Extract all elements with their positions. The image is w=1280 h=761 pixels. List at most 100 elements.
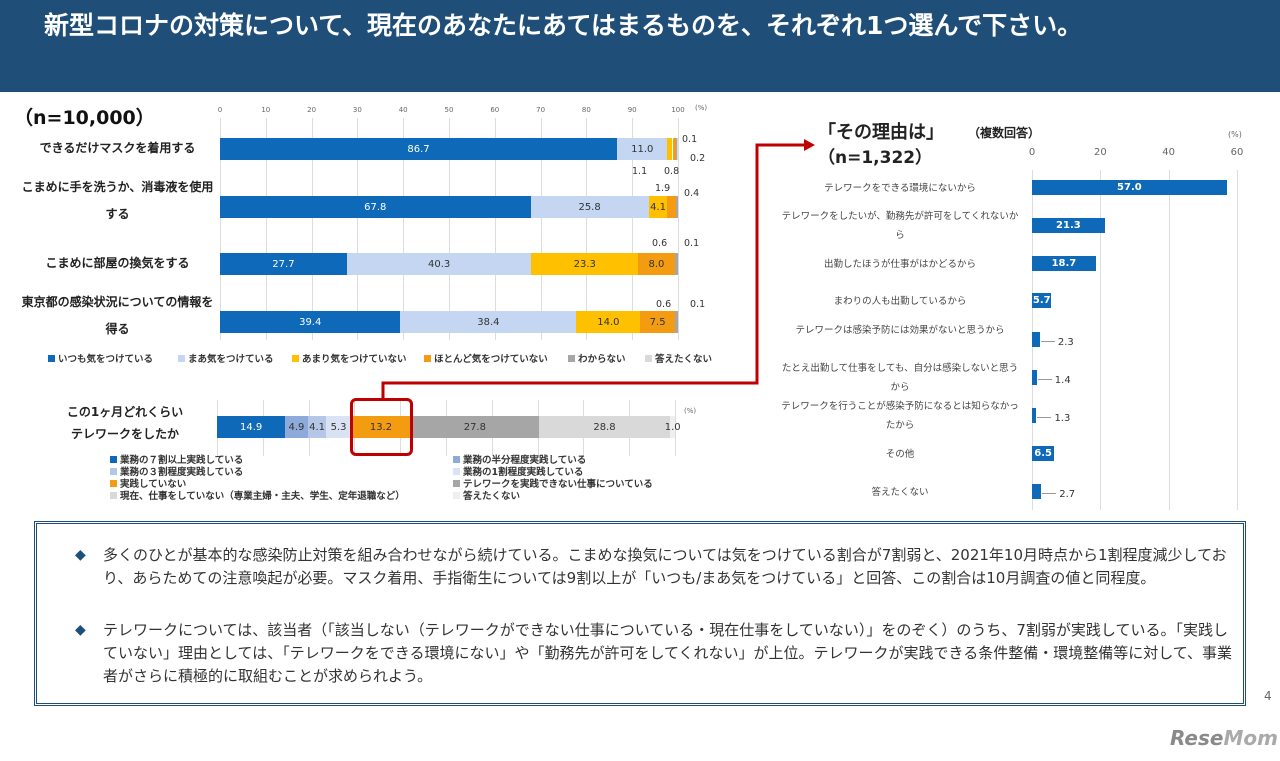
legend-item: いつも気をつけている xyxy=(48,351,153,365)
legend-item: 答えたくない xyxy=(453,488,520,502)
bar-segment xyxy=(667,196,677,218)
slide-header: 新型コロナの対策について、現在のあなたにあてはまるものを、それぞれ1つ選んで下さ… xyxy=(0,0,1280,92)
bar-segment: 8.0 xyxy=(638,253,675,275)
bar xyxy=(1032,332,1040,347)
bar-segment: 7.5 xyxy=(640,311,675,333)
bar-segment xyxy=(674,253,678,275)
gridline xyxy=(675,400,676,456)
legend-label: 業務の３割程度実践している xyxy=(120,467,244,478)
gridline xyxy=(1168,170,1170,510)
data-label: 0.6 xyxy=(652,238,668,249)
legend-swatch xyxy=(453,479,460,487)
data-label: 1.1 xyxy=(632,166,648,177)
leader-line xyxy=(1037,379,1052,380)
axis-tick: 100 xyxy=(671,106,685,114)
bar-segment: 27.8 xyxy=(411,416,539,438)
telework-unit: (%) xyxy=(684,407,697,415)
page-number: 4 xyxy=(1264,689,1272,703)
summary-box: ◆ 多くのひとが基本的な感染防止対策を組み合わせながら続けている。こまめな換気につ… xyxy=(34,521,1246,706)
legend-label: 業務の７割以上実践している xyxy=(120,455,244,466)
axis-tick: 20 xyxy=(1093,147,1107,158)
legend-item: あまり気をつけていない xyxy=(292,351,407,365)
data-label: 0.1 xyxy=(684,238,700,249)
data-label: 1.3 xyxy=(1054,413,1071,424)
bar-segment: 4.1 xyxy=(307,416,327,438)
bar-segment: 1.0 xyxy=(665,416,681,438)
legend-item: 業務の半分程度実践している xyxy=(453,452,586,466)
right-subtitle: （複数回答） xyxy=(968,126,1041,140)
axis-tick: 50 xyxy=(444,106,454,114)
data-label: 0.4 xyxy=(684,188,700,199)
category-label: テレワークを行うことが感染予防になるとは知らなかったから xyxy=(781,401,1019,431)
right-title: 「その理由は」 xyxy=(818,122,944,143)
category-label: テレワークをしたいが、勤務先が許可をしてくれないから xyxy=(781,211,1019,241)
legend-item: 業務の７割以上実践している xyxy=(110,452,243,466)
legend-swatch xyxy=(453,467,460,475)
data-label: 1.9 xyxy=(655,183,671,194)
bar: 21.3 xyxy=(1032,218,1105,233)
summary-text-1: 多くのひとが基本的な感染防止対策を組み合わせながら続けている。こまめな換気につい… xyxy=(103,546,1227,587)
axis-tick: 40 xyxy=(1162,147,1176,158)
gridline xyxy=(1237,170,1238,510)
legend-swatch xyxy=(568,354,575,362)
category-label: 出勤したほうが仕事がはかどるから xyxy=(823,259,976,270)
bar-segment xyxy=(674,311,678,333)
bar-segment xyxy=(676,196,678,218)
axis-tick: 0 xyxy=(217,106,223,114)
left-n-label: （n=10,000） xyxy=(14,107,155,129)
bar-segment: 4.1 xyxy=(648,196,668,218)
resemom-logo: ReseMom xyxy=(1170,726,1278,750)
legend-label: まあ気をつけている xyxy=(188,354,274,365)
category-label: テレワークは感染予防には効果がないと思うから xyxy=(795,325,1005,336)
gridline xyxy=(311,118,313,340)
gridline xyxy=(220,118,221,340)
bar-segment: 40.3 xyxy=(346,253,532,275)
axis-tick: 30 xyxy=(352,106,362,114)
bar-segment: 14.0 xyxy=(576,311,641,333)
category-label: テレワークをできる環境にないから xyxy=(824,183,976,194)
gridline xyxy=(494,118,496,340)
right-n-label: （n=1,322） xyxy=(818,148,933,168)
legend-label: 答えたくない xyxy=(463,491,521,502)
row-label: こまめに手を洗うか、消毒液を使用する xyxy=(21,180,214,221)
bar-segment: 67.8 xyxy=(220,196,531,218)
axis-tick: 0 xyxy=(1028,147,1036,158)
highlight-box xyxy=(350,398,413,456)
telework-label-2: テレワークをしたか xyxy=(70,427,179,441)
legend-swatch xyxy=(178,354,185,362)
legend-item: テレワークを実践できない仕事についている xyxy=(453,476,653,490)
legend-swatch xyxy=(110,455,117,463)
gridline xyxy=(357,118,359,340)
bar-segment: 5.3 xyxy=(326,416,351,438)
bar-segment: 14.9 xyxy=(217,416,286,438)
category-label: まわりの人も出勤しているから xyxy=(833,296,967,307)
legend-item: 答えたくない xyxy=(645,351,712,365)
bar-segment: 28.8 xyxy=(538,416,671,438)
axis-tick: 40 xyxy=(398,106,408,114)
legend-swatch xyxy=(453,455,460,463)
bar-segment: 39.4 xyxy=(220,311,401,333)
row-label: 東京都の感染状況についての情報を得る xyxy=(21,295,214,336)
telework-label-1: この1ヶ月どれくらい xyxy=(66,405,184,419)
legend-item: まあ気をつけている xyxy=(178,351,274,365)
category-label: たとえ出勤して仕事をしても、自分は感染しないと思うから xyxy=(781,363,1019,393)
axis-tick: 70 xyxy=(536,106,546,114)
legend-label: 業務の1割程度実践している xyxy=(463,467,584,478)
category-label: 答えたくない xyxy=(871,487,929,498)
bar-segment: 23.3 xyxy=(531,253,639,275)
legend-item: 実践していない xyxy=(110,476,186,490)
legend-swatch xyxy=(110,467,117,475)
bar-segment: 4.9 xyxy=(285,416,308,438)
category-label: その他 xyxy=(885,449,915,460)
bar-segment: 11.0 xyxy=(617,138,668,160)
axis-tick: 90 xyxy=(627,106,637,114)
data-label: 0.8 xyxy=(664,166,680,177)
bar-segment xyxy=(672,138,677,160)
legend-label: わからない xyxy=(578,354,626,365)
axis-tick: 60 xyxy=(490,106,500,114)
left-unit: (%) xyxy=(695,104,708,112)
gridline xyxy=(678,118,679,340)
bar: 57.0 xyxy=(1032,180,1227,195)
legend-label: あまり気をつけていない xyxy=(302,354,407,365)
